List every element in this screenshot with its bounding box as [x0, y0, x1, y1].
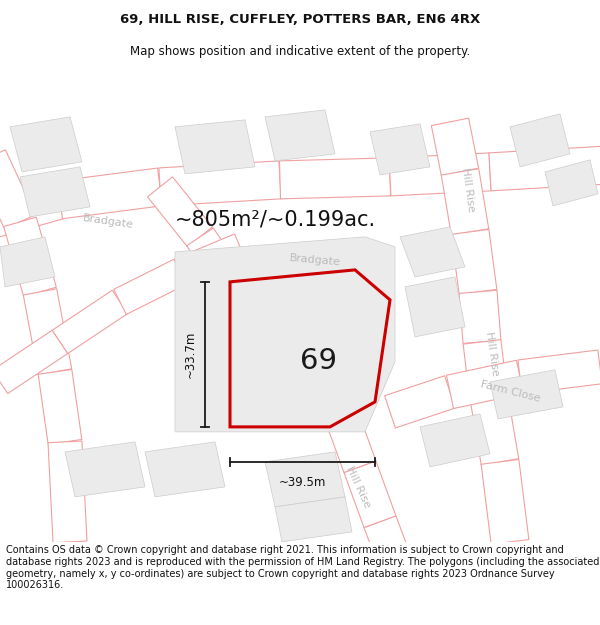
Polygon shape [187, 228, 244, 291]
Text: 69, HILL RISE, CUFFLEY, POTTERS BAR, EN6 4RX: 69, HILL RISE, CUFFLEY, POTTERS BAR, EN6… [120, 13, 480, 26]
Polygon shape [385, 376, 455, 428]
Polygon shape [459, 291, 501, 343]
Polygon shape [175, 120, 255, 174]
Polygon shape [4, 217, 56, 296]
Polygon shape [405, 277, 465, 337]
Polygon shape [364, 516, 411, 568]
Polygon shape [280, 158, 391, 199]
Polygon shape [0, 237, 55, 287]
Polygon shape [20, 167, 90, 217]
Polygon shape [420, 414, 490, 467]
Polygon shape [389, 153, 491, 196]
Polygon shape [0, 150, 35, 229]
Polygon shape [304, 356, 356, 418]
Polygon shape [52, 290, 128, 354]
Polygon shape [545, 160, 598, 206]
Polygon shape [145, 442, 225, 497]
Polygon shape [38, 369, 82, 444]
Polygon shape [490, 370, 563, 419]
Text: Hill Rise: Hill Rise [484, 331, 500, 377]
Polygon shape [469, 389, 519, 465]
Text: ~33.7m: ~33.7m [184, 331, 197, 378]
Polygon shape [159, 161, 281, 206]
Text: ~805m²/~0.199ac.: ~805m²/~0.199ac. [175, 210, 376, 230]
Polygon shape [489, 146, 600, 191]
Polygon shape [48, 441, 87, 542]
Polygon shape [230, 270, 390, 427]
Polygon shape [175, 234, 245, 285]
Polygon shape [446, 360, 524, 409]
Text: Bradgate: Bradgate [289, 253, 341, 267]
Polygon shape [65, 442, 145, 497]
Text: Map shows position and indicative extent of the property.: Map shows position and indicative extent… [130, 45, 470, 58]
Polygon shape [518, 350, 600, 394]
Polygon shape [451, 229, 497, 294]
Polygon shape [324, 406, 376, 472]
Polygon shape [265, 452, 345, 507]
Polygon shape [23, 289, 72, 375]
Polygon shape [114, 259, 186, 314]
Polygon shape [265, 110, 335, 161]
Polygon shape [10, 117, 82, 172]
Polygon shape [148, 177, 212, 247]
Polygon shape [344, 461, 396, 528]
Polygon shape [0, 330, 68, 394]
Text: Hill Rise: Hill Rise [344, 464, 372, 509]
Polygon shape [175, 237, 395, 432]
Polygon shape [481, 459, 529, 544]
Polygon shape [284, 306, 336, 368]
Polygon shape [58, 168, 163, 219]
Text: Contains OS data © Crown copyright and database right 2021. This information is : Contains OS data © Crown copyright and d… [6, 546, 599, 590]
Text: 69: 69 [300, 348, 337, 375]
Polygon shape [463, 339, 507, 394]
Text: ~39.5m: ~39.5m [279, 476, 326, 489]
Polygon shape [215, 275, 265, 329]
Polygon shape [275, 497, 352, 542]
Polygon shape [441, 169, 489, 235]
Text: Bradgate: Bradgate [82, 213, 134, 231]
Polygon shape [370, 124, 430, 175]
Polygon shape [431, 118, 479, 176]
Text: Hill Rise: Hill Rise [460, 167, 476, 212]
Polygon shape [400, 227, 465, 277]
Polygon shape [510, 114, 570, 167]
Text: Farm Close: Farm Close [479, 379, 541, 404]
Polygon shape [0, 182, 65, 238]
